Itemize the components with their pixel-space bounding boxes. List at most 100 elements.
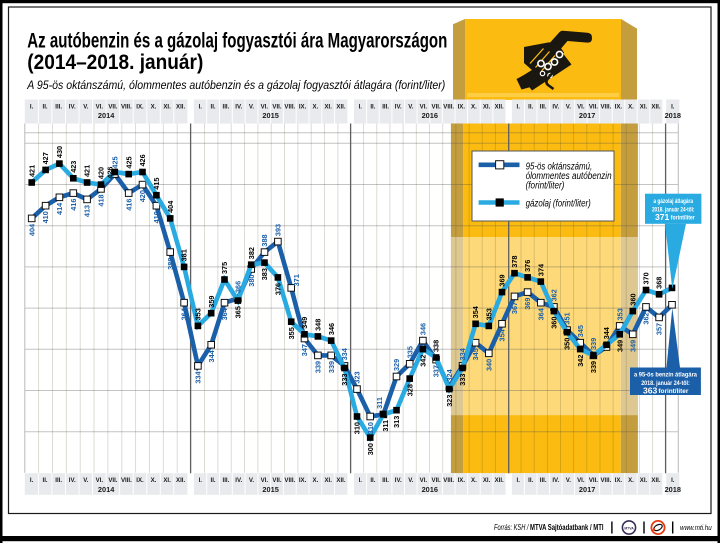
svg-text:2014: 2014 xyxy=(98,111,115,120)
svg-text:351: 351 xyxy=(563,312,572,324)
svg-text:404: 404 xyxy=(27,223,36,236)
svg-text:353: 353 xyxy=(615,308,624,320)
svg-text:339: 339 xyxy=(314,361,323,373)
svg-text:XI.: XI. xyxy=(163,104,171,111)
svg-text:414: 414 xyxy=(55,202,64,215)
svg-text:VIII.: VIII. xyxy=(600,104,611,111)
svg-text:2016: 2016 xyxy=(422,111,438,120)
svg-text:VI.: VI. xyxy=(261,477,269,484)
svg-text:344: 344 xyxy=(602,326,611,339)
svg-text:X.: X. xyxy=(471,104,477,111)
svg-text:410: 410 xyxy=(152,211,161,223)
svg-text:2018: 2018 xyxy=(665,111,681,120)
svg-text:364: 364 xyxy=(220,307,229,320)
svg-text:338: 338 xyxy=(432,340,441,352)
svg-text:349: 349 xyxy=(615,340,624,352)
svg-text:323: 323 xyxy=(353,371,362,383)
svg-text:XI.: XI. xyxy=(324,104,332,111)
svg-text:IX.: IX. xyxy=(299,477,307,484)
svg-text:www.mti.hu: www.mti.hu xyxy=(680,523,712,532)
svg-text:334: 334 xyxy=(458,347,467,360)
svg-text:VII.: VII. xyxy=(589,104,598,111)
svg-text:363: 363 xyxy=(643,385,658,395)
svg-text:371: 371 xyxy=(655,212,670,222)
svg-text:I.: I. xyxy=(671,477,675,484)
svg-text:IV.: IV. xyxy=(552,104,559,111)
svg-text:II.: II. xyxy=(528,477,533,484)
svg-text:383: 383 xyxy=(260,268,269,280)
svg-text:2015: 2015 xyxy=(262,485,278,494)
svg-text:VI.: VI. xyxy=(420,477,428,484)
svg-text:364: 364 xyxy=(536,307,545,320)
svg-text:VII.: VII. xyxy=(272,104,281,111)
svg-text:421: 421 xyxy=(27,165,36,177)
svg-text:423: 423 xyxy=(69,161,78,173)
svg-text:X.: X. xyxy=(628,477,634,484)
svg-text:I.: I. xyxy=(199,104,203,111)
svg-text:355: 355 xyxy=(287,327,296,339)
svg-text:2018: 2018 xyxy=(665,485,681,494)
svg-text:I.: I. xyxy=(359,477,363,484)
svg-text:IV.: IV. xyxy=(69,104,76,111)
svg-text:362: 362 xyxy=(642,312,651,324)
svg-text:I.: I. xyxy=(199,477,203,484)
svg-text:378: 378 xyxy=(510,256,519,268)
svg-text:II.: II. xyxy=(370,104,375,111)
svg-text:VIII.: VIII. xyxy=(121,477,132,484)
svg-text:310: 310 xyxy=(366,422,375,434)
svg-text:(2014–2018. január): (2014–2018. január) xyxy=(27,51,203,74)
svg-text:323: 323 xyxy=(445,395,454,407)
svg-text:I.: I. xyxy=(517,477,521,484)
svg-text:VI.: VI. xyxy=(577,477,585,484)
svg-text:VIII.: VIII. xyxy=(284,104,295,111)
svg-text:2017: 2017 xyxy=(579,485,595,494)
svg-text:V.: V. xyxy=(566,104,572,111)
svg-text:300: 300 xyxy=(366,443,375,455)
svg-text:380: 380 xyxy=(247,275,256,287)
svg-text:360: 360 xyxy=(628,293,637,305)
svg-text:354: 354 xyxy=(498,328,507,341)
svg-text:III.: III. xyxy=(540,104,547,111)
svg-text:VI.: VI. xyxy=(96,477,104,484)
svg-text:360: 360 xyxy=(550,317,559,329)
svg-text:381: 381 xyxy=(180,249,189,261)
svg-text:364: 364 xyxy=(180,307,189,320)
svg-text:I.: I. xyxy=(517,104,521,111)
svg-text:362: 362 xyxy=(550,289,559,301)
svg-text:420: 420 xyxy=(138,190,147,202)
svg-text:IX.: IX. xyxy=(615,477,623,484)
svg-text:XI.: XI. xyxy=(483,104,491,111)
svg-text:366: 366 xyxy=(234,281,243,293)
svg-text:426: 426 xyxy=(105,167,114,179)
svg-text:353: 353 xyxy=(484,308,493,320)
svg-text:370: 370 xyxy=(642,272,651,284)
svg-text:III.: III. xyxy=(223,104,230,111)
svg-text:339: 339 xyxy=(589,361,598,373)
svg-text:349: 349 xyxy=(628,340,637,352)
svg-text:XII.: XII. xyxy=(651,477,660,484)
svg-text:X.: X. xyxy=(151,104,157,111)
svg-text:376: 376 xyxy=(274,283,283,295)
svg-text:X.: X. xyxy=(151,477,157,484)
svg-text:VIII.: VIII. xyxy=(600,477,611,484)
svg-text:XII.: XII. xyxy=(651,104,660,111)
svg-text:388: 388 xyxy=(260,234,269,246)
svg-text:XI.: XI. xyxy=(324,477,332,484)
svg-text:369: 369 xyxy=(498,274,507,286)
svg-text:VI.: VI. xyxy=(420,104,428,111)
svg-text:VIII.: VIII. xyxy=(121,104,132,111)
svg-text:gázolaj (forint/liter): gázolaj (forint/liter) xyxy=(526,199,591,210)
svg-text:311: 311 xyxy=(375,397,384,409)
svg-text:426: 426 xyxy=(138,154,147,166)
svg-text:IX.: IX. xyxy=(458,104,466,111)
svg-text:I.: I. xyxy=(30,477,34,484)
svg-text:IX.: IX. xyxy=(299,104,307,111)
svg-text:415: 415 xyxy=(152,178,161,190)
svg-text:II.: II. xyxy=(211,104,216,111)
svg-text:X.: X. xyxy=(628,104,634,111)
svg-text:IV.: IV. xyxy=(235,104,242,111)
svg-text:VIII.: VIII. xyxy=(443,104,454,111)
svg-text:328: 328 xyxy=(405,384,414,396)
svg-text:2015: 2015 xyxy=(262,111,278,120)
svg-text:416: 416 xyxy=(69,199,78,211)
